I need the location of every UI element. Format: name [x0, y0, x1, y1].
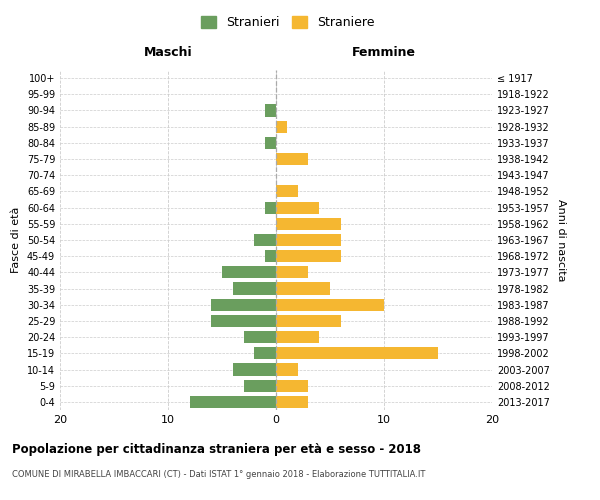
Bar	[244, 380, 276, 392]
Bar	[276, 348, 438, 360]
Text: Popolazione per cittadinanza straniera per età e sesso - 2018: Popolazione per cittadinanza straniera p…	[12, 442, 421, 456]
Bar	[211, 315, 276, 327]
Bar	[276, 315, 341, 327]
Text: Femmine: Femmine	[352, 46, 416, 60]
Bar	[276, 298, 384, 311]
Bar	[276, 234, 341, 246]
Bar	[265, 104, 276, 117]
Bar	[276, 202, 319, 213]
Bar	[254, 348, 276, 360]
Bar	[276, 218, 341, 230]
Y-axis label: Fasce di età: Fasce di età	[11, 207, 21, 273]
Bar	[276, 266, 308, 278]
Bar	[276, 331, 319, 343]
Bar	[276, 396, 308, 408]
Legend: Stranieri, Straniere: Stranieri, Straniere	[196, 11, 380, 34]
Bar	[276, 186, 298, 198]
Bar	[276, 250, 341, 262]
Bar	[254, 234, 276, 246]
Bar	[265, 250, 276, 262]
Bar	[276, 153, 308, 165]
Bar	[276, 364, 298, 376]
Bar	[276, 282, 330, 294]
Bar	[265, 202, 276, 213]
Bar	[233, 364, 276, 376]
Text: COMUNE DI MIRABELLA IMBACCARI (CT) - Dati ISTAT 1° gennaio 2018 - Elaborazione T: COMUNE DI MIRABELLA IMBACCARI (CT) - Dat…	[12, 470, 425, 479]
Bar	[222, 266, 276, 278]
Bar	[190, 396, 276, 408]
Bar	[276, 380, 308, 392]
Bar	[276, 120, 287, 132]
Text: Maschi: Maschi	[143, 46, 193, 60]
Bar	[211, 298, 276, 311]
Bar	[265, 137, 276, 149]
Bar	[233, 282, 276, 294]
Bar	[244, 331, 276, 343]
Y-axis label: Anni di nascita: Anni di nascita	[556, 198, 566, 281]
